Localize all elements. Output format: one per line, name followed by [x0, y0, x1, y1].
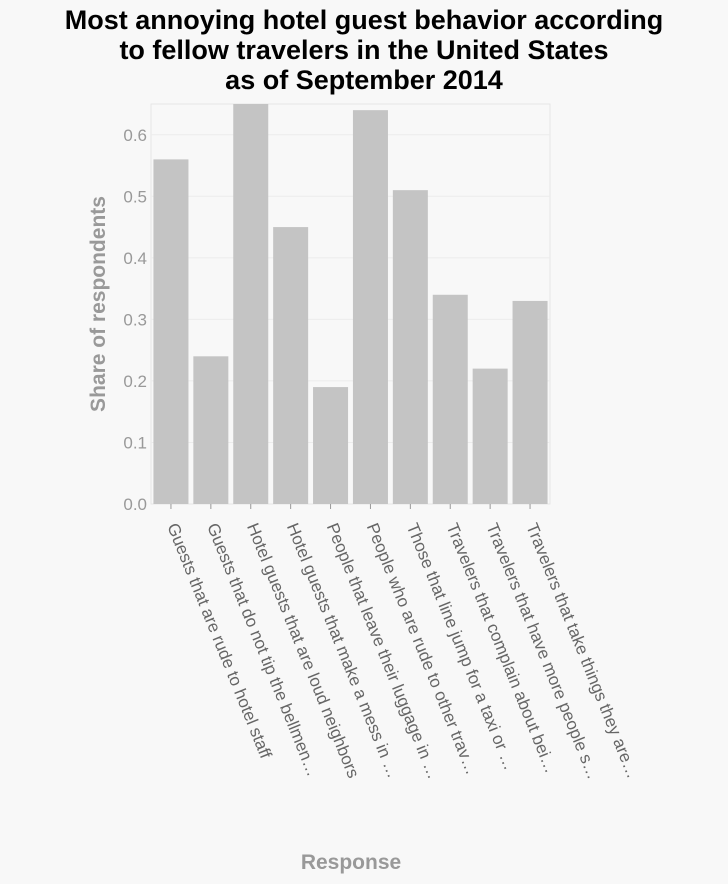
y-tick-label: 0.1	[123, 433, 147, 452]
y-axis-title: Share of respondents	[87, 196, 110, 412]
x-category-labels: Guests that are rude to hotel staffGuest…	[163, 520, 642, 781]
chart-title: Most annoying hotel guest behavior accor…	[0, 5, 728, 95]
bar	[512, 300, 548, 504]
y-tick-labels: 0.0 0.1 0.2 0.3 0.4 0.5 0.6	[123, 126, 147, 514]
chart-title-line-2: to fellow travelers in the United States	[119, 35, 609, 65]
bar	[273, 227, 309, 505]
y-tick-label: 0.4	[123, 249, 147, 268]
bar	[392, 190, 428, 504]
bar	[313, 387, 349, 504]
bars	[153, 104, 548, 505]
y-tick-label: 0.2	[123, 372, 147, 391]
chart-title-line-3: as of September 2014	[225, 65, 503, 95]
bar	[153, 159, 189, 504]
y-tick-label: 0.5	[123, 187, 147, 206]
bar	[233, 104, 269, 504]
bar	[352, 110, 388, 505]
bar	[432, 294, 468, 504]
y-tick-label: 0.0	[123, 495, 147, 514]
bar	[193, 356, 229, 504]
bar	[472, 368, 508, 504]
y-tick-label: 0.6	[123, 126, 147, 145]
y-tick-label: 0.3	[123, 310, 147, 329]
chart-title-line-1: Most annoying hotel guest behavior accor…	[64, 5, 664, 35]
x-tick-marks	[170, 504, 531, 509]
x-axis-title: Response	[301, 851, 401, 874]
